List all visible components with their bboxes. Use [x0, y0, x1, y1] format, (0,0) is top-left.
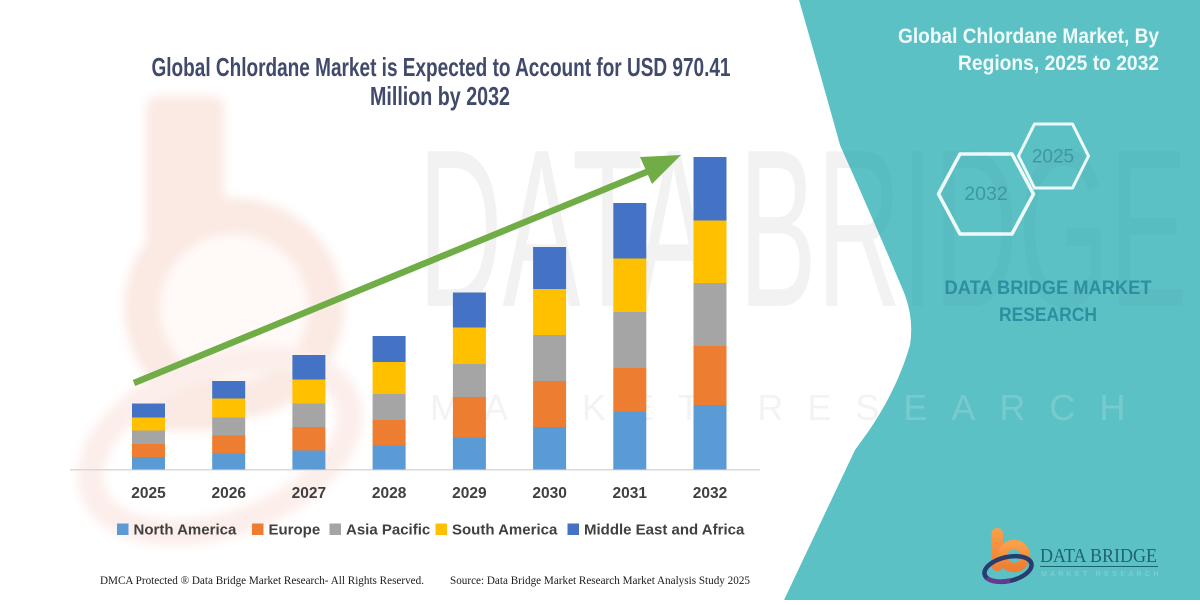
svg-text:Source: Data Bridge Market Res: Source: Data Bridge Market Research Mark…: [450, 575, 750, 587]
svg-text:2031: 2031: [613, 485, 648, 502]
svg-text:Global Chlordane Market, By: Global Chlordane Market, By: [898, 24, 1159, 48]
svg-text:2032: 2032: [693, 485, 727, 502]
svg-text:DMCA Protected ® Data Bridge M: DMCA Protected ® Data Bridge Market Rese…: [100, 575, 424, 587]
svg-text:North America: North America: [134, 522, 237, 539]
svg-text:Global Chlordane Market is Exp: Global Chlordane Market is Expected to A…: [152, 52, 731, 82]
svg-text:Asia Pacific: Asia Pacific: [346, 522, 430, 539]
svg-text:Middle East and Africa: Middle East and Africa: [584, 522, 745, 539]
svg-text:2026: 2026: [211, 485, 246, 502]
svg-text:2030: 2030: [532, 485, 566, 502]
svg-text:2028: 2028: [372, 485, 407, 502]
svg-text:2032: 2032: [964, 183, 1007, 205]
svg-text:Regions, 2025 to 2032: Regions, 2025 to 2032: [958, 51, 1159, 75]
svg-text:2025: 2025: [131, 485, 166, 502]
svg-text:DATA BRIDGE: DATA BRIDGE: [1040, 545, 1157, 567]
svg-text:2025: 2025: [1032, 147, 1074, 168]
svg-text:Million by 2032: Million by 2032: [370, 81, 510, 111]
svg-text:2029: 2029: [452, 485, 487, 502]
svg-text:Europe: Europe: [269, 522, 321, 539]
svg-text:DATA BRIDGE MARKET: DATA BRIDGE MARKET: [945, 277, 1152, 299]
svg-text:RESEARCH: RESEARCH: [999, 304, 1097, 326]
svg-text:2027: 2027: [292, 485, 326, 502]
svg-text:MARKET RESEARCH: MARKET RESEARCH: [1041, 571, 1162, 578]
svg-text:South America: South America: [452, 522, 558, 539]
